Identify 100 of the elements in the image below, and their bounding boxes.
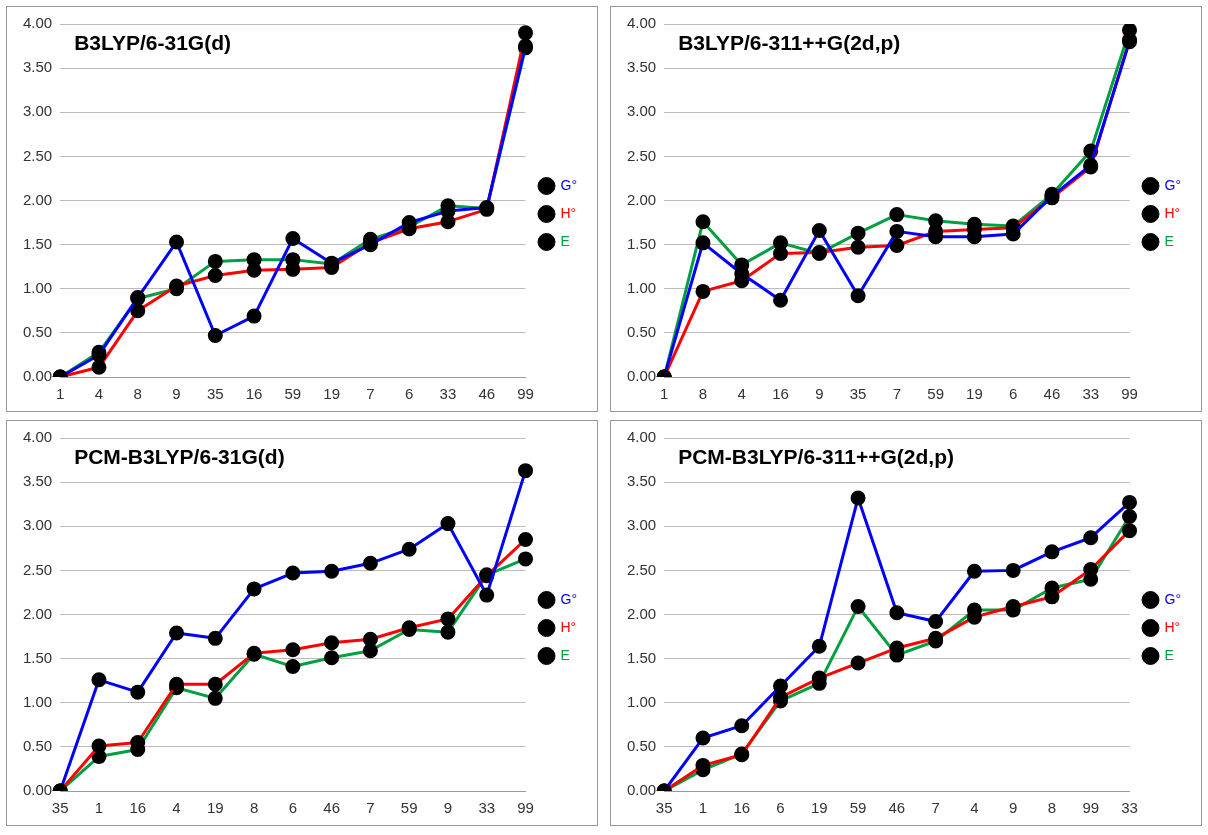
x-tick-label: 16 xyxy=(129,799,147,817)
y-tick-label: 1.50 xyxy=(626,648,657,666)
x-tick-label: 16 xyxy=(733,799,751,817)
x-tick-label: 6 xyxy=(1009,385,1018,403)
y-tick-label: 2.50 xyxy=(22,560,53,578)
x-tick-label: 9 xyxy=(172,385,181,403)
legend-label: G° xyxy=(1164,590,1182,607)
y-tick-label: 3.00 xyxy=(22,516,53,534)
x-tick-label: 8 xyxy=(1047,799,1057,817)
legend-label: E xyxy=(1164,232,1174,249)
x-tick-label: 7 xyxy=(366,799,375,817)
x-tick-label: 1 xyxy=(94,799,104,817)
y-tick-label: 3.00 xyxy=(626,516,657,534)
x-tick-label: 59 xyxy=(927,385,944,403)
y-tick-label: 0.00 xyxy=(22,781,53,799)
y-tick-label: 3.00 xyxy=(626,102,657,120)
y-tick-label: 1.50 xyxy=(22,648,53,666)
chart-title: PCM-B3LYP/6-31G(d) xyxy=(74,445,285,469)
y-tick-label: 0.50 xyxy=(626,737,657,755)
y-tick-label: 4.00 xyxy=(626,14,657,32)
legend-label: H° xyxy=(560,618,577,635)
x-tick-label: 8 xyxy=(249,799,259,817)
chart-title: PCM-B3LYP/6-311++G(2d,p) xyxy=(678,445,955,469)
x-tick-label: 19 xyxy=(810,799,828,817)
x-tick-label: 6 xyxy=(776,799,785,817)
x-tick-label: 35 xyxy=(206,385,224,403)
x-tick-label: 35 xyxy=(51,799,69,817)
x-tick-label: 4 xyxy=(737,385,746,403)
x-tick-label: 19 xyxy=(966,385,983,403)
x-tick-label: 4 xyxy=(172,799,181,817)
y-tick-label: 2.50 xyxy=(626,146,657,164)
legend-label: E xyxy=(560,232,570,249)
y-tick-label: 3.00 xyxy=(22,102,53,120)
x-tick-label: 4 xyxy=(94,385,104,403)
x-tick-label: 33 xyxy=(1082,385,1100,403)
y-tick-label: 3.50 xyxy=(626,472,657,490)
x-tick-label: 59 xyxy=(400,799,418,817)
y-tick-label: 0.50 xyxy=(22,323,53,341)
y-tick-label: 2.00 xyxy=(626,604,657,622)
x-tick-label: 6 xyxy=(288,799,298,817)
y-tick-label: 0.00 xyxy=(626,781,657,799)
x-tick-label: 19 xyxy=(323,385,340,403)
chart-title: B3LYP/6-311++G(2d,p) xyxy=(678,31,901,55)
y-tick-label: 0.50 xyxy=(626,323,657,341)
x-tick-label: 4 xyxy=(970,799,979,817)
x-tick-label: 9 xyxy=(1009,799,1018,817)
y-tick-label: 2.00 xyxy=(22,190,53,208)
chart-title: B3LYP/6-31G(d) xyxy=(74,31,231,55)
x-tick-label: 7 xyxy=(892,385,902,403)
y-tick-label: 1.50 xyxy=(626,234,657,252)
y-tick-label: 1.00 xyxy=(626,692,657,710)
x-tick-label: 59 xyxy=(284,385,302,403)
y-tick-label: 3.50 xyxy=(22,58,53,76)
y-tick-label: 1.00 xyxy=(22,278,53,296)
y-tick-label: 1.50 xyxy=(22,234,53,252)
x-tick-label: 99 xyxy=(517,385,534,403)
x-tick-label: 7 xyxy=(931,799,940,817)
y-tick-label: 0.50 xyxy=(22,737,53,755)
legend-label: E xyxy=(1164,646,1174,663)
legend-label: E xyxy=(560,646,570,663)
x-tick-label: 46 xyxy=(478,385,496,403)
x-tick-label: 8 xyxy=(133,385,142,403)
y-tick-label: 2.00 xyxy=(22,604,53,622)
x-tick-label: 35 xyxy=(655,799,673,817)
x-tick-label: 1 xyxy=(660,385,669,403)
x-tick-label: 1 xyxy=(56,385,65,403)
x-tick-label: 35 xyxy=(849,385,867,403)
x-tick-label: 8 xyxy=(698,385,708,403)
y-tick-label: 4.00 xyxy=(22,428,53,446)
x-tick-label: 7 xyxy=(366,385,375,403)
x-tick-label: 9 xyxy=(443,799,453,817)
x-tick-label: 99 xyxy=(1121,385,1138,403)
y-tick-label: 3.50 xyxy=(22,472,53,490)
x-tick-label: 33 xyxy=(478,799,496,817)
x-tick-label: 16 xyxy=(245,385,263,403)
legend-label: H° xyxy=(1164,618,1181,635)
y-tick-label: 3.50 xyxy=(626,58,657,76)
legend-label: H° xyxy=(1164,204,1181,221)
y-tick-label: 1.00 xyxy=(626,278,657,296)
y-tick-label: 4.00 xyxy=(626,428,657,446)
y-tick-label: 0.00 xyxy=(626,367,657,385)
x-tick-label: 9 xyxy=(815,385,824,403)
x-tick-label: 46 xyxy=(888,799,906,817)
y-tick-label: 2.00 xyxy=(626,190,657,208)
legend-label: G° xyxy=(1164,176,1182,193)
x-tick-label: 16 xyxy=(772,385,789,403)
y-tick-label: 0.00 xyxy=(22,367,53,385)
y-tick-label: 4.00 xyxy=(22,14,53,32)
y-tick-label: 1.00 xyxy=(22,692,53,710)
x-tick-label: 19 xyxy=(206,799,224,817)
x-tick-label: 59 xyxy=(849,799,867,817)
y-tick-label: 2.50 xyxy=(626,560,657,578)
legend-label: G° xyxy=(560,176,578,193)
x-tick-label: 46 xyxy=(323,799,340,817)
x-tick-label: 33 xyxy=(439,385,457,403)
x-tick-label: 6 xyxy=(405,385,414,403)
legend-label: H° xyxy=(560,204,577,221)
x-tick-label: 99 xyxy=(1082,799,1100,817)
x-tick-label: 33 xyxy=(1121,799,1138,817)
y-tick-label: 2.50 xyxy=(22,146,53,164)
